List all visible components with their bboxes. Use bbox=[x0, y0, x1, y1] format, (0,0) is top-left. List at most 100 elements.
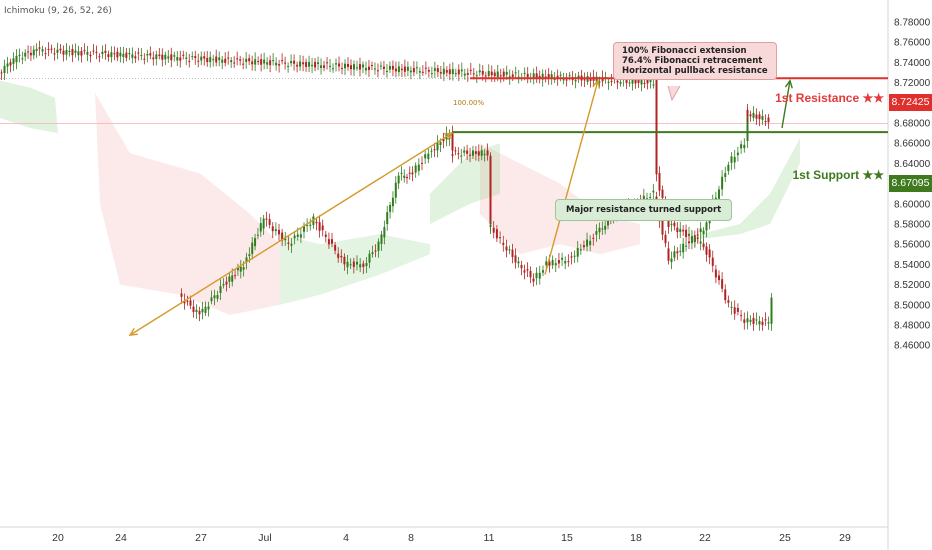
candle-body bbox=[239, 59, 242, 61]
candle-body bbox=[727, 300, 730, 303]
candle-body bbox=[730, 156, 733, 163]
candle-body bbox=[424, 67, 427, 69]
candle-body bbox=[682, 243, 685, 253]
candle-body bbox=[367, 66, 370, 71]
candle-body bbox=[583, 79, 586, 81]
candle-body bbox=[595, 231, 598, 235]
candle-body bbox=[568, 75, 571, 77]
candle-body bbox=[693, 238, 696, 242]
candle-body bbox=[373, 68, 376, 70]
candle-body bbox=[278, 64, 281, 66]
candle-body bbox=[749, 114, 752, 117]
candle-body bbox=[421, 71, 424, 73]
candle-body bbox=[266, 62, 269, 65]
candle-body bbox=[496, 71, 499, 78]
candle-body bbox=[436, 68, 439, 73]
candle-body bbox=[119, 52, 122, 57]
candle-body bbox=[182, 54, 185, 56]
candle-body bbox=[337, 253, 340, 258]
candle-body bbox=[80, 51, 83, 56]
candle-body bbox=[281, 232, 284, 241]
indicator-label[interactable]: Ichimoku (9, 26, 52, 26) bbox=[4, 6, 112, 16]
candle-body bbox=[254, 238, 257, 247]
candle-body bbox=[161, 54, 164, 60]
candle-body bbox=[664, 234, 667, 244]
candle-body bbox=[634, 79, 637, 84]
candle-body bbox=[242, 63, 245, 65]
candle-body bbox=[335, 63, 338, 65]
x-tick-label: Jul bbox=[258, 532, 271, 544]
candle-body bbox=[303, 225, 305, 232]
candle-body bbox=[415, 67, 418, 69]
candle-body bbox=[541, 73, 544, 80]
candle-body bbox=[598, 81, 601, 83]
candle-body bbox=[209, 57, 212, 63]
candle-body bbox=[216, 295, 219, 299]
candle-body bbox=[275, 62, 278, 66]
candle-body bbox=[570, 256, 573, 258]
candle-body bbox=[764, 120, 767, 122]
candle-body bbox=[306, 225, 309, 227]
candle-body bbox=[542, 270, 544, 273]
candle-body bbox=[271, 226, 274, 232]
candle-body bbox=[466, 150, 469, 154]
candle-body bbox=[548, 261, 551, 266]
candle-body bbox=[529, 270, 532, 278]
candle-body bbox=[643, 83, 646, 85]
candle-body bbox=[365, 262, 368, 267]
candle-body bbox=[487, 71, 490, 76]
candle-body bbox=[323, 65, 326, 68]
fibonacci-note-line: 76.4% Fibonacci retracement bbox=[622, 56, 763, 66]
y-tick-label: 8.68000 bbox=[894, 119, 931, 130]
candle-body bbox=[122, 53, 125, 57]
candle-body bbox=[56, 49, 59, 53]
candle-body bbox=[652, 84, 655, 86]
candle-body bbox=[188, 60, 191, 62]
candle-body bbox=[718, 275, 720, 281]
y-tick-label: 8.50000 bbox=[894, 300, 931, 311]
candle-body bbox=[755, 114, 758, 119]
candle-body bbox=[222, 284, 225, 286]
candle-body bbox=[721, 176, 724, 190]
candle-body bbox=[451, 131, 454, 151]
x-tick-label: 18 bbox=[630, 532, 642, 544]
candle-body bbox=[679, 228, 682, 232]
candle-body bbox=[711, 257, 714, 266]
candle-body bbox=[206, 57, 209, 63]
candle-body bbox=[29, 52, 32, 56]
candle-body bbox=[281, 60, 284, 62]
candle-body bbox=[682, 229, 685, 232]
candle-body bbox=[532, 278, 535, 282]
candle-body bbox=[551, 260, 554, 266]
candle-body bbox=[733, 156, 736, 163]
candle-body bbox=[579, 249, 582, 251]
candle-body bbox=[278, 229, 280, 235]
candle-body bbox=[545, 261, 548, 266]
candle-body bbox=[394, 68, 397, 72]
candle-body bbox=[260, 59, 263, 65]
candle-body bbox=[439, 72, 442, 74]
candle-body bbox=[149, 53, 152, 56]
candle-body bbox=[287, 242, 290, 244]
candle-body bbox=[567, 261, 570, 263]
candle-body bbox=[349, 264, 352, 266]
candle-body bbox=[442, 68, 445, 75]
candle-body bbox=[272, 60, 275, 62]
candle-body bbox=[400, 68, 403, 71]
candle-body bbox=[218, 57, 221, 61]
candle-body bbox=[74, 50, 77, 53]
candle-body bbox=[616, 80, 619, 83]
candle-body bbox=[207, 306, 210, 310]
candle-body bbox=[469, 69, 472, 71]
candle-body bbox=[321, 225, 324, 231]
candle-body bbox=[484, 75, 487, 77]
candle-body bbox=[326, 62, 329, 64]
candle-body bbox=[355, 67, 358, 69]
y-tick-label: 8.48000 bbox=[894, 321, 931, 332]
candle-body bbox=[538, 75, 541, 79]
trendline-arrow bbox=[129, 132, 453, 336]
candle-body bbox=[201, 308, 204, 313]
x-tick-label: 27 bbox=[195, 532, 207, 544]
candle-body bbox=[134, 56, 137, 59]
